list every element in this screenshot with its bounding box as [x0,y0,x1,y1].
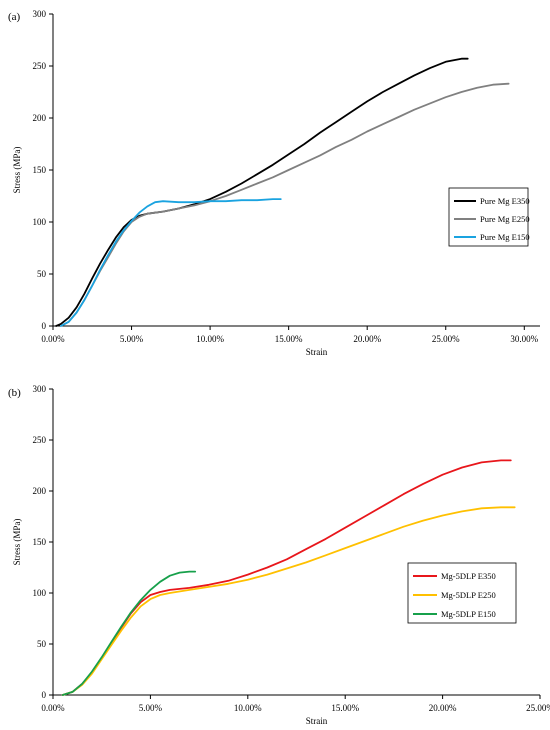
y-tick-label: 200 [33,486,47,496]
legend-label: Mg-5DLP E350 [441,571,496,581]
series-line-pure-mg-e250 [60,82,510,327]
y-tick-label: 300 [33,9,47,19]
panel-label: (a) [8,11,21,23]
x-tick-label: 30.00% [510,334,538,344]
x-tick-label: 5.00% [120,334,144,344]
series-line-pure-mg-e350 [55,57,469,327]
x-tick-label: 10.00% [234,703,262,713]
legend-label: Pure Mg E150 [480,232,530,242]
x-tick-label: 20.00% [429,703,457,713]
y-tick-label: 0 [42,690,47,700]
x-tick-label: 15.00% [275,334,303,344]
y-tick-label: 100 [33,217,47,227]
legend-label: Pure Mg E250 [480,214,530,224]
y-axis-title: Stress (MPa) [12,519,22,566]
y-tick-label: 200 [33,113,47,123]
x-tick-label: 20.00% [353,334,381,344]
series-line-pure-mg-e150 [60,198,282,327]
legend-label: Mg-5DLP E250 [441,590,496,600]
legend-label: Mg-5DLP E150 [441,609,496,619]
y-tick-label: 250 [33,61,47,71]
x-tick-label: 10.00% [196,334,224,344]
y-tick-label: 50 [37,269,47,279]
x-tick-label: 5.00% [139,703,163,713]
x-axis-title: Strain [306,716,328,726]
x-tick-label: 25.00% [526,703,550,713]
panel-a: (a) 0 50 100 150 200 250 300 0.00% 5.00% 10.00% 15.… [8,9,540,357]
x-tick-label: 0.00% [41,334,65,344]
y-axis-title: Stress (MPa) [12,147,22,194]
y-tick-label: 150 [33,537,47,547]
y-tick-label: 300 [33,384,47,394]
x-tick-label: 15.00% [331,703,359,713]
x-tick-label: 0.00% [41,703,65,713]
panel-b: (b) 0 50 100 150 200 250 300 0.00% 5.00% 10.00% 15.… [8,384,550,726]
series-line-mg-5dlp-e150 [61,570,197,696]
x-axis-title: Strain [306,347,328,357]
y-tick-label: 150 [33,165,47,175]
legend-label: Pure Mg E350 [480,196,530,206]
y-tick-label: 100 [33,588,47,598]
y-tick-label: 0 [42,321,47,331]
x-tick-label: 25.00% [432,334,460,344]
y-tick-label: 250 [33,435,47,445]
series-line-mg-5dlp-e250 [61,506,516,696]
panel-label: (b) [8,387,21,399]
y-tick-label: 50 [37,639,47,649]
